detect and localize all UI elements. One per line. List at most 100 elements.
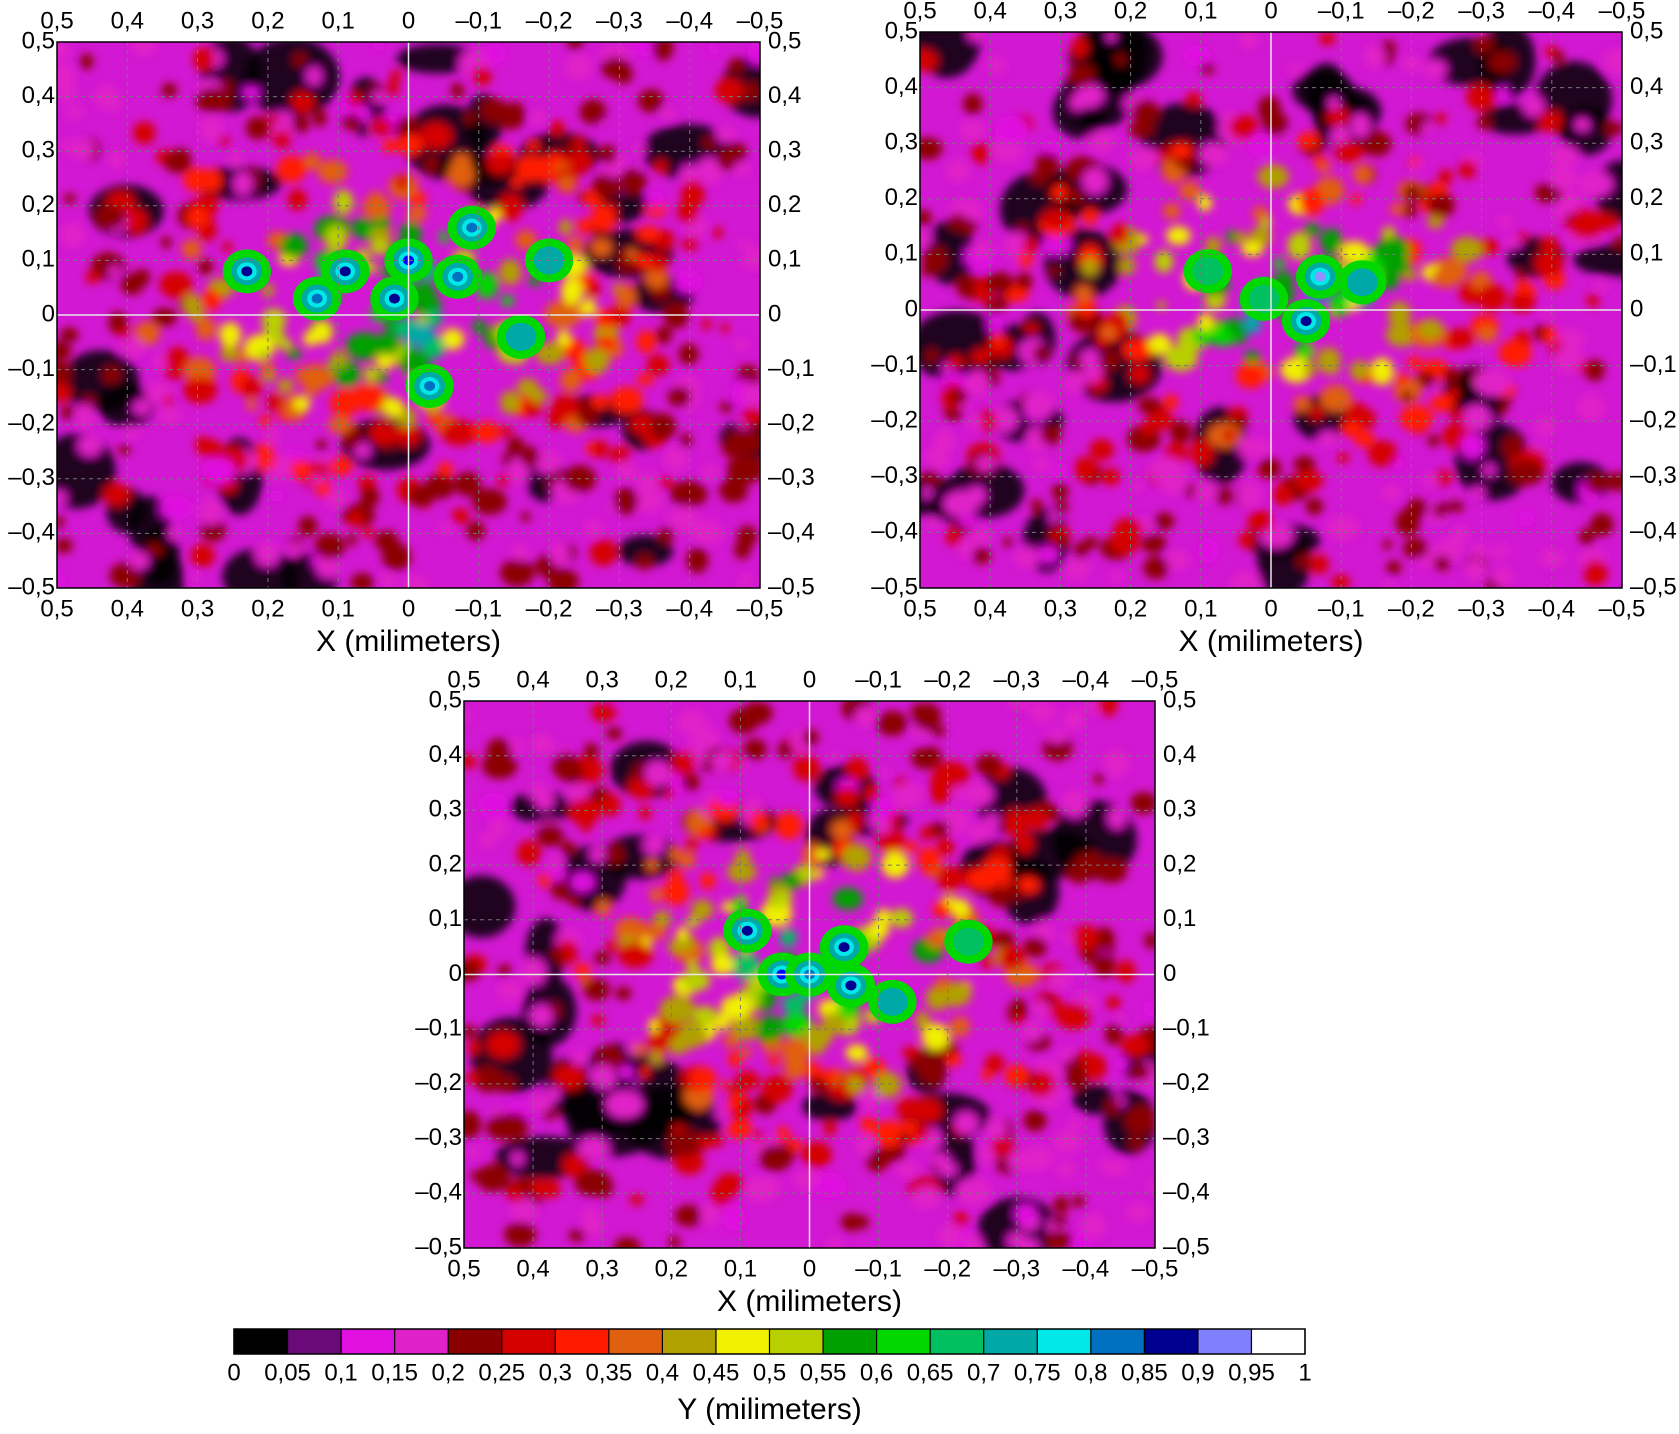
heatmap-hotspot bbox=[1300, 316, 1312, 327]
heatmap-cell bbox=[995, 115, 1028, 143]
heatmap-cell bbox=[1318, 162, 1331, 173]
heatmap-cell bbox=[659, 995, 696, 1024]
heatmap-cell bbox=[1515, 269, 1526, 281]
heatmap-panels: 0,50,50,40,40,30,30,20,20,10,100–0,1–0,1… bbox=[8, 0, 1676, 1318]
heatmap-cell bbox=[591, 394, 610, 409]
x-tick-label-bottom: –0,3 bbox=[1458, 595, 1505, 622]
heatmap-cell bbox=[710, 750, 734, 772]
colorbar-tick-label: 0,35 bbox=[585, 1359, 632, 1386]
heatmap-hotspot bbox=[1314, 271, 1326, 282]
heatmap-cell bbox=[590, 238, 612, 257]
heatmap-cell bbox=[1048, 512, 1059, 524]
y-tick-label-left: –0,4 bbox=[8, 519, 55, 546]
heatmap-cell bbox=[732, 1089, 745, 1103]
heatmap-cell bbox=[1238, 436, 1262, 460]
y-tick-label-left: 0,1 bbox=[22, 246, 55, 273]
heatmap-cell bbox=[875, 828, 905, 852]
heatmap-cell bbox=[529, 1004, 553, 1028]
heatmap-cell bbox=[947, 158, 970, 183]
heatmap-cell bbox=[396, 44, 480, 74]
heatmap-cell bbox=[184, 357, 216, 384]
heatmap-cell bbox=[1138, 234, 1149, 245]
heatmap-cell bbox=[1293, 396, 1311, 412]
heatmap-cell bbox=[397, 134, 424, 156]
heatmap-cell bbox=[510, 543, 530, 561]
heatmap-cell bbox=[95, 204, 126, 230]
heatmap-cell bbox=[472, 488, 507, 515]
heatmap-cell bbox=[847, 811, 864, 831]
heatmap-cell bbox=[1116, 959, 1136, 983]
heatmap-cell bbox=[1023, 1109, 1047, 1132]
x-tick-label-bottom: –0,1 bbox=[1318, 595, 1365, 622]
heatmap-cell bbox=[669, 480, 708, 508]
heatmap-cell bbox=[967, 32, 984, 42]
heatmap-cell bbox=[645, 267, 669, 289]
colorbar-segment bbox=[876, 1329, 931, 1354]
colorbar-segment bbox=[448, 1329, 502, 1354]
heatmap-cell bbox=[1144, 932, 1155, 949]
colorbar-tick-label: 1 bbox=[1298, 1359, 1311, 1386]
heatmap-cell bbox=[298, 515, 318, 537]
heatmap-cell bbox=[1073, 924, 1099, 951]
x-tick-label-bottom: 0,3 bbox=[586, 1255, 619, 1282]
heatmap-cell bbox=[1051, 462, 1069, 479]
heatmap-cell bbox=[728, 708, 759, 734]
heatmap-cell bbox=[726, 455, 760, 484]
heatmap-cell bbox=[593, 1175, 613, 1198]
heatmap-cell bbox=[1257, 164, 1289, 189]
heatmap-cell bbox=[930, 725, 946, 738]
heatmap-cell bbox=[317, 159, 348, 184]
heatmap-cell bbox=[719, 401, 734, 413]
heatmap-cell bbox=[134, 321, 160, 346]
heatmap-cell bbox=[1603, 48, 1622, 76]
y-tick-label-right: 0,3 bbox=[1630, 129, 1663, 156]
heatmap-cell bbox=[332, 362, 361, 387]
heatmap-cell bbox=[277, 338, 293, 351]
heatmap-cell bbox=[599, 144, 617, 165]
heatmap-cell bbox=[287, 188, 308, 211]
heatmap-field bbox=[464, 701, 1155, 1248]
heatmap-cell bbox=[279, 233, 308, 259]
heatmap-cell bbox=[447, 161, 475, 188]
heatmap-hotspot bbox=[845, 980, 857, 991]
heatmap-cell bbox=[1458, 160, 1477, 179]
heatmap-hotspot bbox=[388, 293, 400, 304]
heatmap-cell bbox=[1350, 113, 1371, 138]
heatmap-cell bbox=[596, 899, 611, 917]
heatmap-cell bbox=[439, 230, 450, 244]
colorbar-frame bbox=[233, 1328, 1306, 1355]
heatmap-cell bbox=[547, 568, 579, 588]
heatmap-cell bbox=[1108, 807, 1126, 829]
x-tick-label-top: 0,4 bbox=[111, 7, 144, 34]
heatmap-cell bbox=[715, 126, 736, 143]
heatmap-cell bbox=[985, 271, 1015, 295]
x-tick-label-top: 0,4 bbox=[516, 666, 549, 693]
heatmap-cell bbox=[1164, 550, 1190, 571]
heatmap-cell bbox=[720, 322, 730, 334]
heatmap-cell bbox=[236, 350, 249, 364]
y-tick-label-left: –0,4 bbox=[415, 1179, 462, 1206]
heatmap-cell bbox=[801, 1141, 832, 1169]
heatmap-cell bbox=[1227, 317, 1245, 338]
heatmap-cell bbox=[1247, 132, 1277, 157]
heatmap-cell bbox=[1047, 729, 1067, 744]
x-tick-label-bottom: 0,5 bbox=[903, 595, 936, 622]
heatmap-cell bbox=[668, 1235, 681, 1248]
colorbar-segment bbox=[662, 1329, 716, 1354]
x-tick-label-top: –0,5 bbox=[1599, 0, 1646, 24]
heatmap-cell bbox=[591, 1014, 605, 1026]
heatmap-cell bbox=[1399, 405, 1434, 432]
heatmap-cell bbox=[1310, 554, 1330, 575]
y-tick-label-right: –0,1 bbox=[1163, 1015, 1210, 1042]
y-tick-label-left: –0,2 bbox=[8, 410, 55, 437]
heatmap-cell bbox=[1031, 498, 1043, 513]
heatmap-cell bbox=[649, 412, 677, 441]
heatmap-cell bbox=[164, 395, 174, 407]
heatmap-cell bbox=[507, 1185, 524, 1203]
heatmap-cell bbox=[500, 390, 521, 415]
heatmap-cell bbox=[981, 955, 994, 969]
heatmap-cell bbox=[350, 573, 375, 588]
heatmap-cell bbox=[822, 1012, 847, 1035]
heatmap-cell bbox=[1240, 32, 1258, 50]
heatmap-cell bbox=[499, 259, 522, 286]
